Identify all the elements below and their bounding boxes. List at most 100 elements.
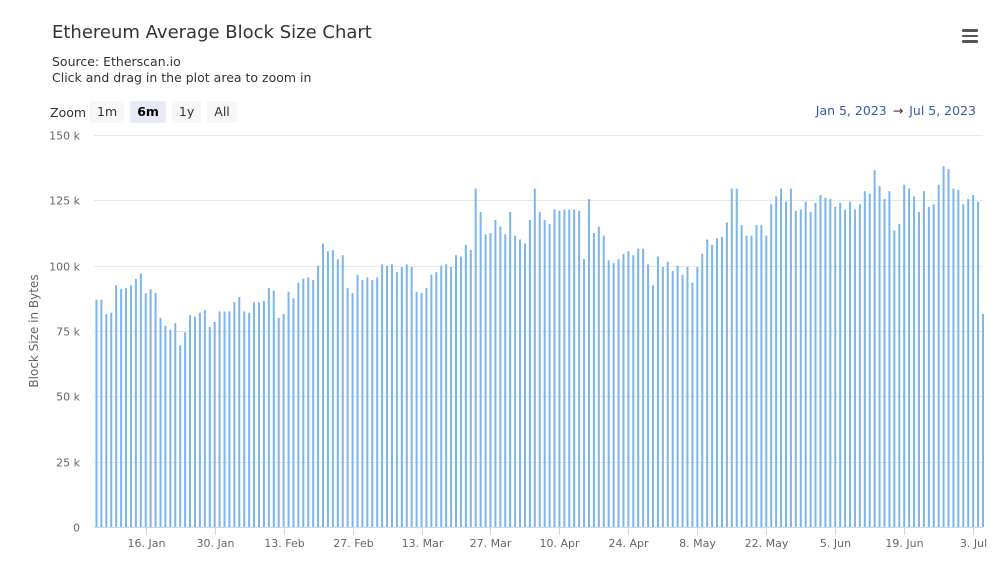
bar[interactable] [100, 299, 103, 527]
bar[interactable] [371, 280, 374, 527]
bar[interactable] [386, 265, 389, 527]
bar[interactable] [701, 253, 704, 527]
bar[interactable] [159, 317, 162, 527]
bar[interactable] [243, 311, 246, 527]
bar[interactable] [523, 243, 526, 527]
bar[interactable] [474, 188, 477, 527]
range-from-date[interactable]: Jan 5, 2023 [815, 103, 887, 118]
bar[interactable] [361, 280, 364, 527]
bar[interactable] [125, 287, 128, 527]
bar[interactable] [282, 314, 285, 527]
bar[interactable] [450, 266, 453, 527]
bar[interactable] [277, 317, 280, 527]
bar[interactable] [789, 188, 792, 527]
bar[interactable] [203, 310, 206, 527]
bar[interactable] [469, 249, 472, 528]
bar[interactable] [583, 259, 586, 527]
bar[interactable] [947, 168, 950, 527]
bar[interactable] [228, 311, 231, 527]
bar[interactable] [499, 226, 502, 527]
bar[interactable] [272, 290, 275, 527]
bar[interactable] [253, 302, 256, 527]
bar[interactable] [415, 291, 418, 527]
bar[interactable] [878, 185, 881, 527]
bar[interactable] [110, 312, 113, 527]
bar[interactable] [440, 265, 443, 527]
bar[interactable] [223, 311, 226, 527]
bar[interactable] [317, 265, 320, 527]
bar[interactable] [770, 204, 773, 527]
bar[interactable] [248, 312, 251, 527]
bar[interactable] [784, 201, 787, 527]
bar[interactable] [932, 204, 935, 527]
bar[interactable] [819, 195, 822, 528]
bar[interactable] [484, 234, 487, 527]
bar[interactable] [750, 235, 753, 528]
bar[interactable] [548, 223, 551, 527]
bar[interactable] [494, 219, 497, 527]
bar[interactable] [844, 209, 847, 528]
bar[interactable] [307, 277, 310, 527]
bar[interactable] [607, 260, 610, 527]
bar[interactable] [331, 249, 334, 528]
bar[interactable] [504, 234, 507, 527]
bar[interactable] [479, 212, 482, 527]
bar[interactable] [129, 285, 132, 527]
bar[interactable] [262, 300, 265, 527]
bar[interactable] [873, 170, 876, 527]
bar[interactable] [711, 244, 714, 527]
bar[interactable] [563, 209, 566, 528]
bar[interactable] [888, 191, 891, 527]
bar[interactable] [410, 266, 413, 527]
bar[interactable] [927, 206, 930, 527]
bar[interactable] [164, 325, 167, 527]
bar[interactable] [952, 188, 955, 527]
bar[interactable] [573, 209, 576, 528]
bar[interactable] [647, 264, 650, 527]
bar[interactable] [405, 264, 408, 527]
bar[interactable] [755, 225, 758, 527]
bar[interactable] [804, 201, 807, 527]
bar[interactable] [740, 225, 743, 527]
bar[interactable] [366, 277, 369, 527]
bar[interactable] [376, 277, 379, 527]
hamburger-menu-icon[interactable] [958, 26, 982, 46]
bar[interactable] [528, 219, 531, 527]
bar[interactable] [849, 201, 852, 527]
bar[interactable] [972, 195, 975, 528]
bar[interactable] [312, 280, 315, 527]
bar[interactable] [218, 311, 221, 527]
bar[interactable] [760, 225, 763, 527]
bar[interactable] [174, 323, 177, 527]
bar[interactable] [893, 230, 896, 527]
bar[interactable] [853, 209, 856, 528]
bar[interactable] [105, 314, 108, 527]
bar[interactable] [799, 209, 802, 528]
bar[interactable] [632, 255, 635, 527]
bar[interactable] [287, 291, 290, 527]
bar[interactable] [179, 345, 182, 527]
bar[interactable] [730, 188, 733, 527]
bar[interactable] [735, 188, 738, 527]
bar[interactable] [839, 202, 842, 527]
bar[interactable] [381, 264, 384, 527]
bar[interactable] [430, 274, 433, 527]
bar[interactable] [514, 235, 517, 528]
bar[interactable] [863, 191, 866, 527]
bar[interactable] [193, 316, 196, 527]
bar[interactable] [558, 210, 561, 528]
bar[interactable] [169, 329, 172, 527]
bar[interactable] [149, 289, 152, 527]
bar[interactable] [208, 327, 211, 527]
zoom-button-1m[interactable]: 1m [90, 101, 125, 123]
bar[interactable] [120, 289, 123, 527]
bar[interactable] [302, 278, 305, 527]
bar[interactable] [189, 315, 192, 527]
bar[interactable] [809, 212, 812, 527]
bar[interactable] [691, 282, 694, 527]
bar[interactable] [642, 248, 645, 527]
bar[interactable] [489, 233, 492, 527]
bar[interactable] [794, 210, 797, 528]
bar[interactable] [597, 226, 600, 527]
bar[interactable] [612, 263, 615, 527]
